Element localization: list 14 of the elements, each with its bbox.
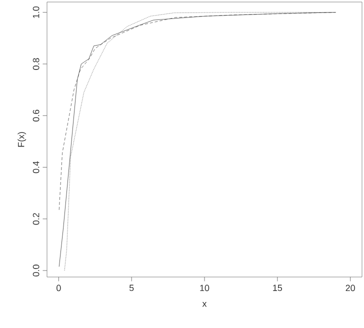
x-axis-title: x [202,302,207,307]
line-series [58,12,336,210]
x-tick-label: 5 [129,284,134,292]
y-tick-label: 1.0 [32,6,40,18]
x-tick-label: 0 [56,284,61,292]
y-tick-label: 0.6 [32,110,40,122]
y-tick-label: 0.4 [32,161,40,174]
x-tick-label: 20 [346,284,355,292]
y-axis-title: F(x) [18,132,26,147]
y-tick-label: 0.8 [32,58,40,70]
y-tick-label: 0.0 [32,264,40,276]
x-tick-label: 15 [273,284,282,292]
x-tick-label: 10 [200,284,210,292]
y-tick-label: 0.2 [32,213,40,225]
